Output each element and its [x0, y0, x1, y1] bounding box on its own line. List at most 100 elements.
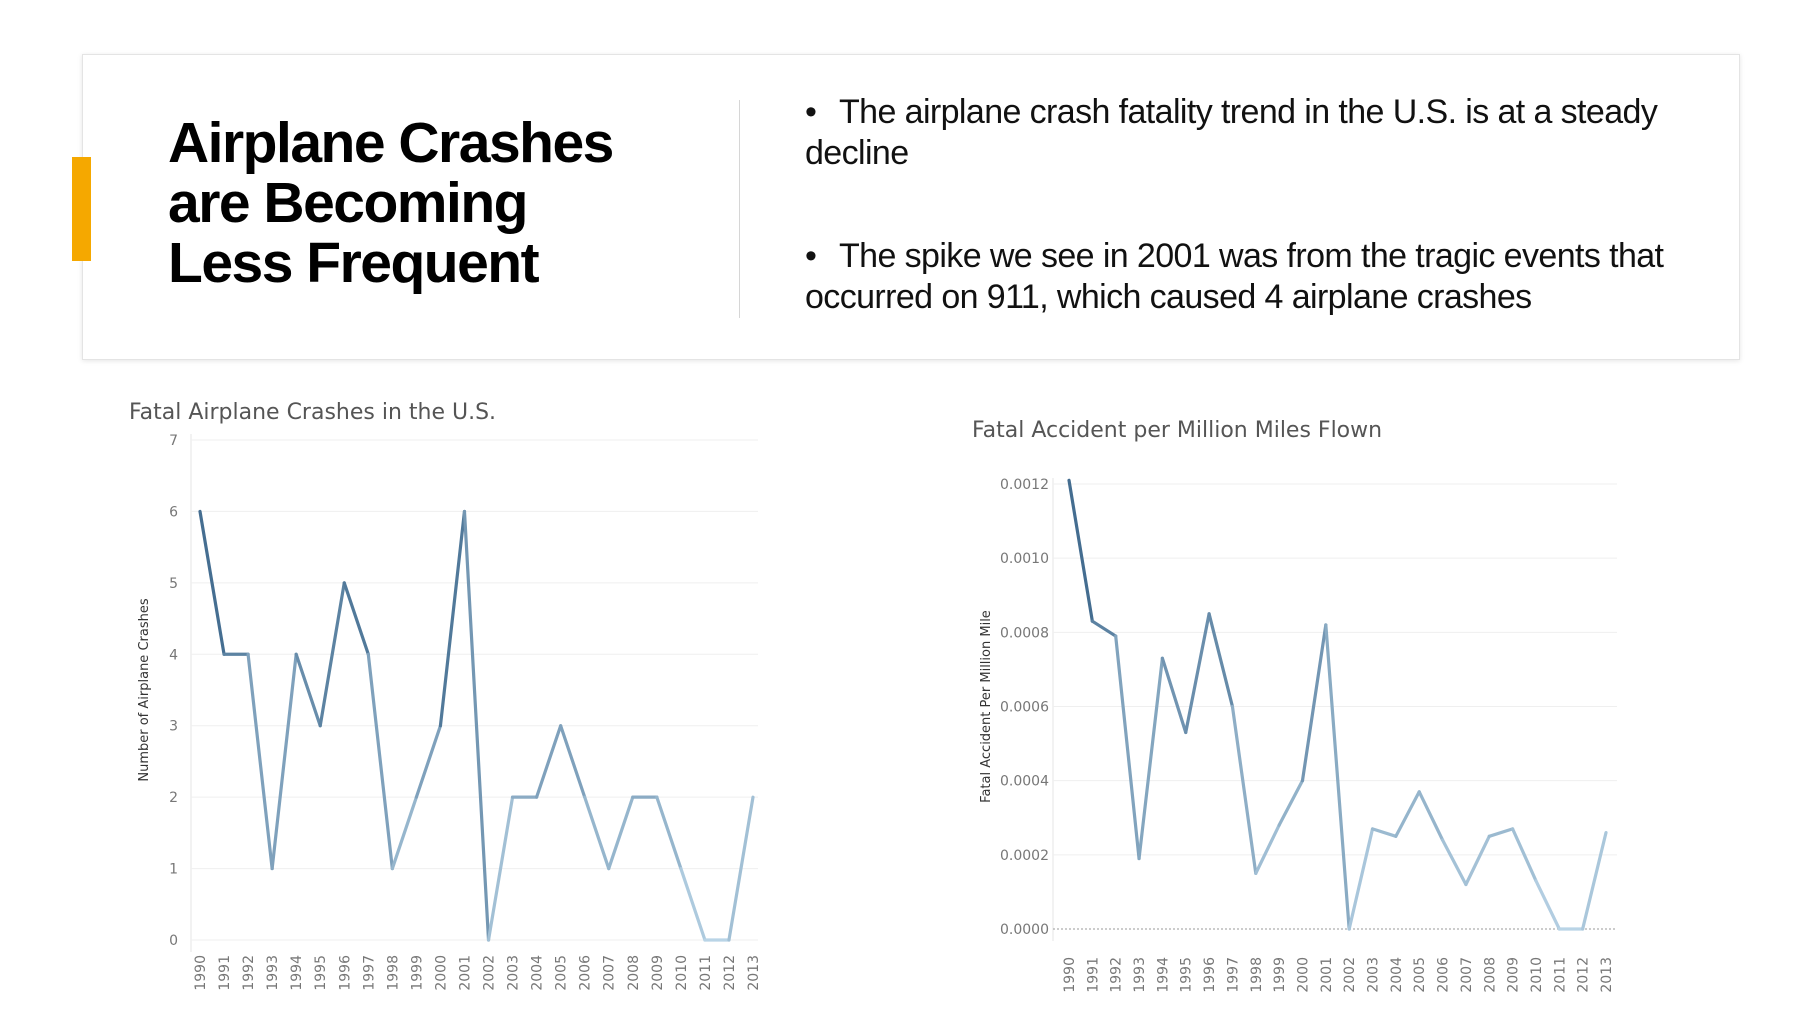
x-tick-label: 2006	[1436, 957, 1452, 993]
x-tick-label: 2013	[1599, 957, 1615, 993]
page-title: Airplane Crashes are Becoming Less Frequ…	[168, 111, 614, 295]
series-line-segment	[655, 795, 683, 871]
y-tick-label: 5	[169, 576, 178, 592]
chart-crashes: Fatal Airplane Crashes in the U.S. 0 1 2 3 4 5…	[129, 400, 762, 991]
x-tick-label: 2007	[1459, 957, 1475, 993]
y-tick-label: 0.0012	[1000, 477, 1049, 493]
x-tick-label: 1995	[313, 955, 329, 991]
chart-accident-rate: Fatal Accident per Million Miles Flown 0.…	[972, 418, 1617, 993]
series-line-segment	[1487, 827, 1515, 838]
x-tick-label: 1997	[361, 955, 377, 991]
series-line-segment	[1440, 838, 1468, 887]
x-tick-label: 1990	[1062, 957, 1078, 993]
x-tick-label: 1996	[337, 955, 353, 991]
series-line-segment	[414, 724, 443, 799]
series-line-segment	[1207, 612, 1235, 709]
x-tick-label: 1997	[1225, 957, 1241, 993]
series-line-segment	[1464, 834, 1491, 887]
series-line-segment	[1347, 827, 1375, 931]
x-tick-label: 2005	[554, 955, 570, 991]
x-tick-label: 1995	[1179, 957, 1195, 993]
series-line-segment	[486, 795, 515, 942]
x-tick-label: 2002	[482, 955, 498, 991]
x-tick-label: 2000	[433, 955, 449, 991]
x-tick-label: 1990	[193, 955, 209, 991]
series-line-segment	[342, 581, 370, 656]
series-line-segment	[1534, 879, 1561, 931]
x-tick-label: 2008	[1482, 957, 1498, 993]
series-line-segment	[390, 795, 418, 871]
accent-bar	[72, 157, 91, 261]
x-tick-label: 1994	[1155, 957, 1171, 993]
y-tick-label: 1	[169, 862, 178, 878]
bullet-dot-icon: •	[805, 93, 817, 131]
series-line-segment	[1417, 790, 1445, 842]
series-line-segment	[583, 795, 611, 871]
series-line-segment	[294, 652, 322, 728]
series-line-segment	[535, 724, 563, 799]
series-line-segment	[1277, 779, 1305, 827]
x-tick-label: 1999	[1272, 957, 1288, 993]
x-tick-label: 1993	[265, 955, 281, 991]
key-point: • The airplane crash fatality trend in th…	[805, 92, 1705, 174]
series-line-segment	[462, 509, 491, 942]
x-tick-label: 2000	[1295, 957, 1311, 993]
x-tick-label: 1994	[289, 955, 305, 991]
series-line-segment	[1394, 790, 1421, 838]
series-line-segment	[1511, 827, 1538, 883]
y-tick-label: 4	[169, 647, 178, 663]
x-tick-label: 2002	[1342, 957, 1358, 993]
x-tick-label: 2004	[530, 955, 546, 991]
x-tick-label: 1998	[385, 955, 401, 991]
x-tick-label: 2001	[457, 955, 473, 991]
x-tick-label: 2001	[1319, 957, 1335, 993]
key-point: • The spike we see in 2001 was from the t…	[805, 236, 1705, 318]
x-tick-label: 2013	[746, 955, 762, 991]
series-line-segment	[1160, 656, 1188, 735]
bullet-dot-icon: •	[805, 237, 817, 275]
series-line-segment	[607, 795, 635, 871]
vertical-divider	[739, 100, 740, 318]
x-tick-label: 2009	[1506, 957, 1522, 993]
x-tick-label: 2012	[1576, 957, 1592, 993]
x-tick-label: 1991	[1085, 957, 1101, 993]
series-line-segment	[1184, 612, 1211, 735]
y-tick-label: 7	[169, 433, 178, 449]
y-tick-label: 0.0010	[1000, 551, 1049, 567]
series-line-segment	[1324, 623, 1351, 931]
x-tick-label: 2005	[1412, 957, 1428, 993]
x-tick-label: 2007	[602, 955, 618, 991]
series-line-segment	[198, 509, 226, 656]
key-point-text: The spike we see in 2001 was from the tr…	[805, 237, 1664, 316]
y-axis-title: Fatal Accident Per Million Mile	[979, 610, 994, 803]
series-line-segment	[559, 724, 587, 799]
x-tick-label: 2012	[722, 955, 738, 991]
x-tick-label: 1999	[409, 955, 425, 991]
series-line-segment	[1254, 823, 1281, 875]
y-tick-label: 0.0004	[1000, 774, 1049, 790]
x-tick-label: 2009	[650, 955, 666, 991]
x-tick-label: 1992	[1109, 957, 1125, 993]
x-tick-label: 1996	[1202, 957, 1218, 993]
series-line-segment	[1300, 623, 1328, 783]
x-tick-label: 2008	[626, 955, 642, 991]
y-tick-label: 3	[169, 719, 178, 735]
y-axis-title: Number of Airplane Crashes	[137, 598, 152, 781]
chart-title: Fatal Accident per Million Miles Flown	[972, 418, 1382, 443]
y-tick-label: 0.0002	[1000, 848, 1049, 864]
y-tick-label: 0.0000	[1000, 922, 1049, 938]
chart-title: Fatal Airplane Crashes in the U.S.	[129, 400, 496, 425]
series-line-segment	[1370, 827, 1398, 838]
x-tick-label: 2011	[1552, 957, 1568, 993]
summary-card	[82, 54, 1740, 360]
key-point-text: The airplane crash fatality trend in the…	[805, 93, 1658, 172]
y-tick-label: 2	[169, 790, 178, 806]
y-tick-label: 6	[169, 504, 178, 520]
y-tick-label: 0.0008	[1000, 625, 1049, 641]
series-line-segment	[1581, 830, 1608, 931]
y-tick-label: 0	[169, 933, 178, 949]
x-tick-label: 2010	[674, 955, 690, 991]
x-tick-label: 1998	[1249, 957, 1265, 993]
x-tick-label: 2003	[506, 955, 522, 991]
